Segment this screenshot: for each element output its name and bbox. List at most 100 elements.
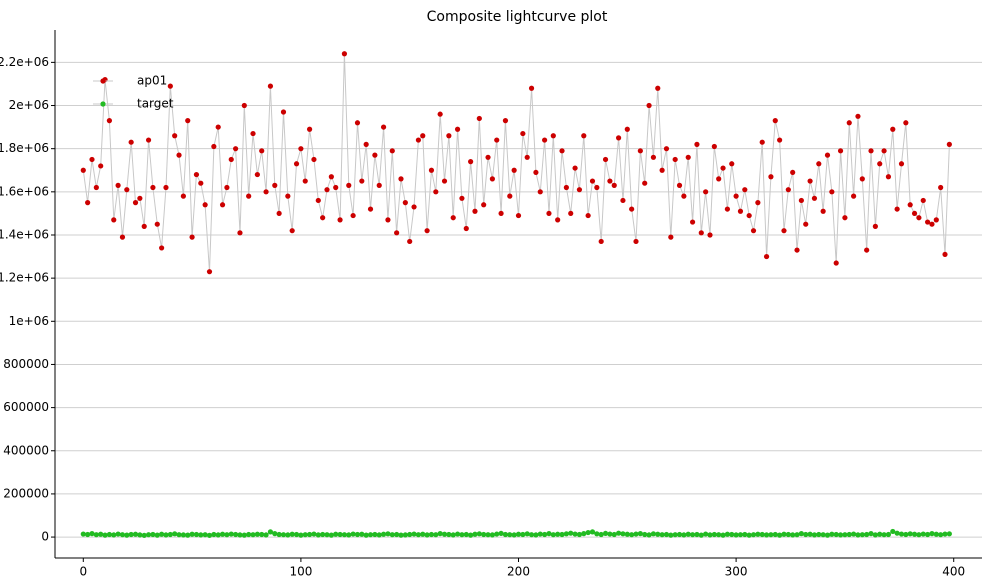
data-point bbox=[585, 212, 591, 219]
data-point bbox=[663, 531, 670, 538]
data-point bbox=[642, 531, 648, 538]
y-tick-label: 1.4e+06 bbox=[0, 227, 49, 241]
data-point bbox=[241, 532, 247, 538]
data-point bbox=[650, 531, 657, 537]
data-point bbox=[119, 532, 126, 538]
data-point bbox=[537, 189, 543, 195]
data-point bbox=[559, 531, 565, 538]
data-point bbox=[581, 531, 587, 537]
data-point bbox=[898, 161, 905, 167]
data-point bbox=[254, 531, 260, 537]
data-point bbox=[233, 531, 239, 538]
data-point bbox=[154, 221, 160, 227]
data-point bbox=[777, 137, 783, 143]
data-point bbox=[611, 531, 617, 538]
data-point bbox=[320, 531, 326, 538]
data-point bbox=[750, 532, 757, 538]
data-point bbox=[389, 532, 395, 538]
data-point bbox=[672, 532, 678, 538]
data-point bbox=[507, 193, 513, 199]
data-point bbox=[933, 531, 939, 537]
data-point bbox=[341, 51, 348, 57]
data-point bbox=[428, 167, 435, 173]
data-point bbox=[407, 238, 413, 245]
data-point bbox=[859, 532, 865, 538]
data-point bbox=[907, 531, 913, 537]
data-point bbox=[380, 531, 387, 537]
data-point bbox=[337, 531, 343, 538]
data-point bbox=[311, 531, 317, 537]
data-point bbox=[481, 202, 487, 208]
data-point bbox=[790, 532, 796, 538]
x-tick-label: 300 bbox=[725, 565, 748, 579]
data-point bbox=[420, 133, 426, 139]
data-point bbox=[637, 531, 643, 537]
legend-marker bbox=[100, 101, 106, 107]
data-point bbox=[633, 238, 639, 245]
data-point bbox=[711, 143, 717, 150]
data-point bbox=[859, 176, 865, 182]
data-point bbox=[198, 180, 204, 186]
data-point bbox=[663, 146, 670, 152]
data-point bbox=[98, 531, 104, 537]
data-point bbox=[524, 531, 530, 537]
data-point bbox=[742, 187, 748, 193]
data-point bbox=[476, 115, 482, 122]
data-point bbox=[733, 532, 739, 538]
data-point bbox=[942, 251, 948, 258]
data-point bbox=[842, 215, 848, 221]
data-point bbox=[402, 532, 408, 538]
data-point bbox=[555, 531, 561, 537]
data-point bbox=[938, 184, 944, 191]
data-point bbox=[720, 532, 726, 538]
data-point bbox=[376, 182, 382, 188]
data-point bbox=[559, 148, 565, 154]
data-point bbox=[637, 148, 643, 154]
data-point bbox=[302, 178, 308, 184]
series-line bbox=[82, 53, 950, 272]
data-point bbox=[219, 531, 226, 537]
data-point bbox=[811, 532, 818, 538]
data-point bbox=[929, 531, 935, 537]
data-point bbox=[942, 531, 948, 537]
data-point bbox=[629, 206, 635, 212]
data-point bbox=[781, 228, 787, 234]
data-point bbox=[568, 210, 574, 217]
data-point bbox=[864, 531, 870, 538]
data-point bbox=[346, 532, 352, 538]
data-point bbox=[877, 531, 883, 537]
data-point bbox=[450, 532, 456, 538]
data-point bbox=[394, 230, 400, 236]
data-point bbox=[350, 212, 356, 219]
data-point bbox=[372, 531, 378, 538]
data-point bbox=[128, 139, 134, 145]
data-point bbox=[833, 531, 839, 538]
data-point bbox=[363, 532, 369, 538]
data-point bbox=[594, 531, 600, 537]
data-point bbox=[646, 102, 652, 109]
data-point bbox=[794, 247, 800, 253]
data-point bbox=[824, 532, 831, 538]
data-point bbox=[903, 531, 909, 538]
data-point bbox=[803, 221, 809, 227]
data-point bbox=[215, 532, 221, 538]
data-point bbox=[546, 531, 552, 537]
data-point bbox=[176, 532, 182, 538]
data-point bbox=[868, 531, 874, 537]
data-point bbox=[737, 208, 744, 214]
data-point bbox=[946, 141, 952, 147]
data-point bbox=[650, 154, 657, 160]
data-point bbox=[763, 253, 770, 260]
data-point bbox=[93, 184, 99, 191]
data-point bbox=[198, 532, 204, 538]
data-point bbox=[124, 532, 130, 538]
data-point bbox=[729, 531, 735, 538]
data-point bbox=[720, 165, 726, 171]
data-point bbox=[746, 532, 752, 538]
data-point bbox=[311, 156, 317, 163]
data-point bbox=[824, 152, 831, 158]
data-point bbox=[280, 532, 287, 538]
data-point bbox=[89, 156, 95, 163]
data-point bbox=[433, 532, 439, 538]
data-point bbox=[763, 532, 770, 538]
